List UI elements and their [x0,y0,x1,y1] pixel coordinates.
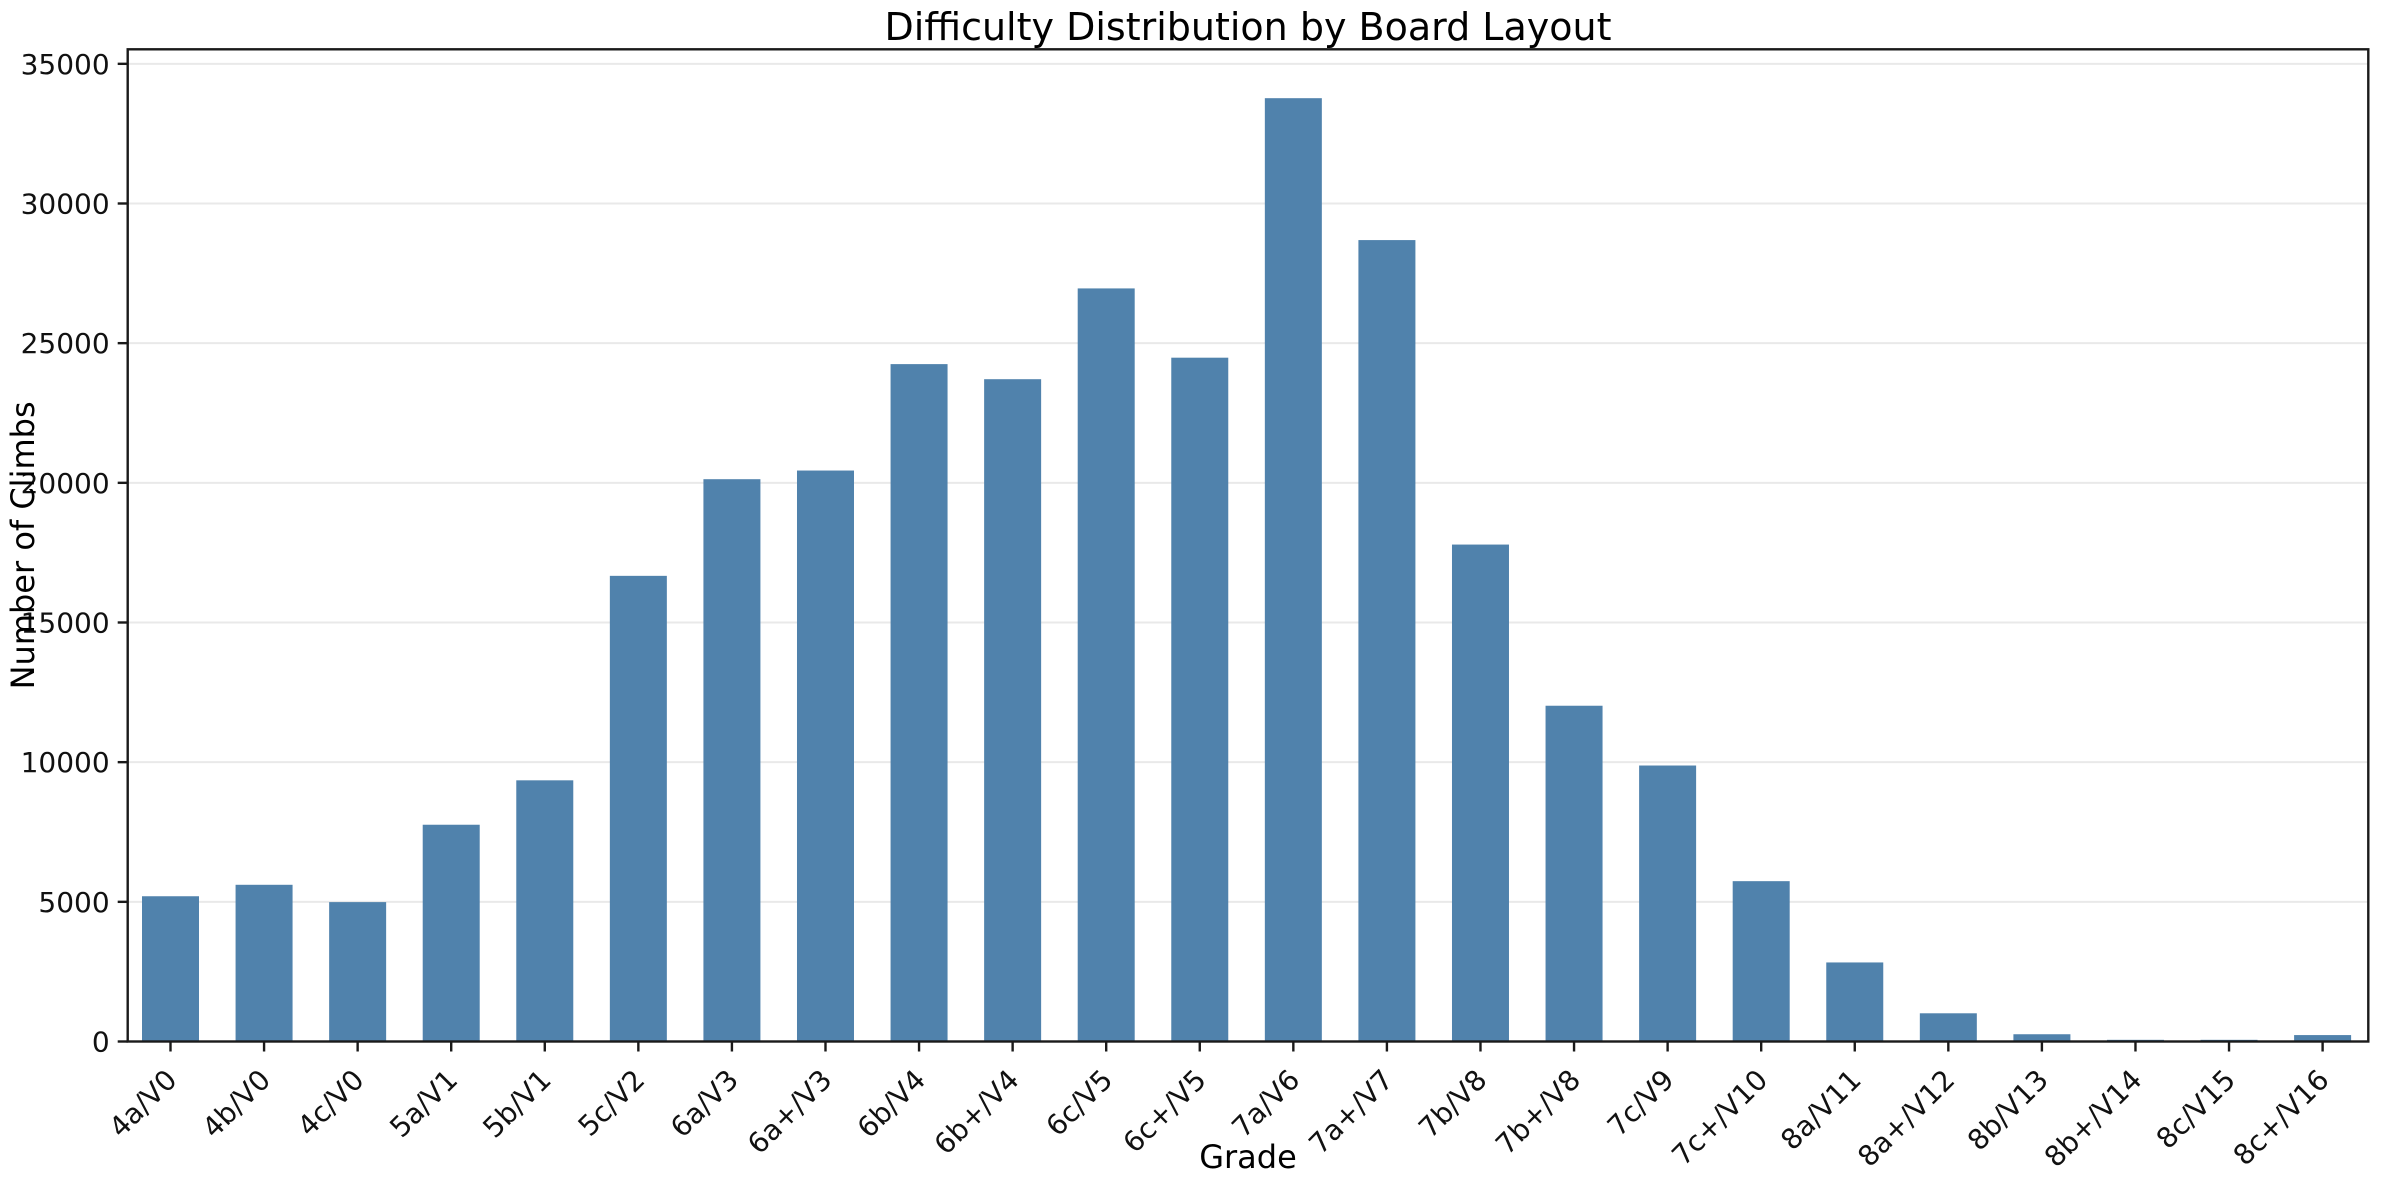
x-tick-label-8b+/V14: 8b+/V14 [2038,1063,2148,1173]
y-tick-label-15000: 15000 [21,606,110,639]
x-tick-label-5b/V1: 5b/V1 [476,1063,557,1144]
y-axis-label: Number of Climbs [4,401,42,689]
y-tick-label-5000: 5000 [38,886,109,919]
bar-4c/V0 [329,902,387,1042]
x-tick-label-5c/V2: 5c/V2 [572,1063,652,1143]
x-tick-label-6a/V3: 6a/V3 [664,1063,745,1144]
bar-5c/V2 [609,575,667,1042]
bar-7b/V8 [1451,544,1509,1042]
x-tick-label-7a/V6: 7a/V6 [1225,1063,1306,1144]
grid-layer [127,62,2369,903]
bar-7c/V9 [1639,765,1697,1042]
x-tick-label-4b/V0: 4b/V0 [196,1063,277,1144]
bar-5b/V1 [516,780,574,1042]
bar-7c+/V10 [1732,881,1790,1042]
x-tick-label-6a+/V3: 6a+/V3 [741,1063,838,1160]
y-tick-label-10000: 10000 [21,746,110,779]
x-tick-label-7a+/V7: 7a+/V7 [1302,1063,1399,1160]
x-tick-label-6c/V5: 6c/V5 [1040,1063,1120,1143]
x-tick-label-6b+/V4: 6b+/V4 [928,1063,1026,1161]
bar-8b/V13 [2013,1034,2071,1042]
x-tick-label-4c/V0: 4c/V0 [291,1063,371,1143]
x-tick-label-7b+/V8: 7b+/V8 [1489,1063,1587,1161]
y-tick-label-30000: 30000 [21,187,110,220]
bar-7b+/V8 [1545,705,1603,1042]
bar-6c+/V5 [1171,357,1229,1042]
x-tick-label-7c/V9: 7c/V9 [1601,1063,1681,1143]
x-tick-label-8b/V13: 8b/V13 [1961,1063,2055,1157]
bar-7a/V6 [1264,98,1322,1042]
bar-6c/V5 [1077,288,1135,1042]
axes-spines [126,48,2370,1043]
bar-6b+/V4 [984,379,1042,1042]
x-tick-label-6b/V4: 6b/V4 [851,1063,932,1144]
bar-4b/V0 [235,884,293,1042]
x-tick-label-8c+/V16: 8c+/V16 [2227,1063,2336,1172]
bar-6a/V3 [703,479,761,1042]
x-tick-label-8c/V15: 8c/V15 [2150,1063,2242,1155]
bars-layer [142,98,2352,1042]
x-tick-label-8a+/V12: 8a+/V12 [1851,1063,1961,1173]
x-tick-label-5a/V1: 5a/V1 [383,1063,464,1144]
y-tick-label-25000: 25000 [21,327,110,360]
y-tick-label-35000: 35000 [21,48,110,81]
bar-8c+/V16 [2294,1035,2352,1042]
bar-6b/V4 [890,364,948,1042]
x-tick-label-8a/V11: 8a/V11 [1774,1063,1867,1156]
y-tick-label-0: 0 [92,1026,110,1059]
bar-6a+/V3 [796,470,854,1042]
bar-8a/V11 [1826,962,1884,1042]
bar-7a+/V7 [1358,240,1416,1042]
x-tick-label-4a/V0: 4a/V0 [103,1063,184,1144]
y-tick-label-20000: 20000 [21,467,110,500]
bar-8a+/V12 [1919,1013,1977,1042]
bar-5a/V1 [422,824,480,1042]
chart-title: Difficulty Distribution by Board Layout [885,5,1612,49]
x-axis-label: Grade [1199,1138,1297,1176]
plot-border [126,48,2370,1043]
x-tick-label-7b/V8: 7b/V8 [1412,1063,1493,1144]
bar-4a/V0 [142,896,199,1042]
x-tick-label-7c+/V10: 7c+/V10 [1665,1063,1774,1172]
